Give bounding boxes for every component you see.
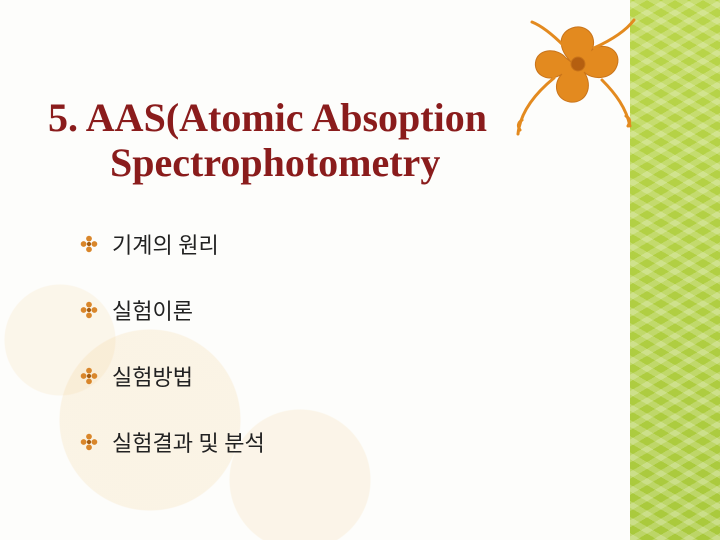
bullet-text: 기계의 원리 <box>112 228 219 260</box>
title-line-1: 5. AAS(Atomic Absoption <box>48 96 608 141</box>
bullet-item: 실험방법 <box>80 360 265 392</box>
flower-bullet-icon <box>80 301 98 319</box>
flower-bullet-icon <box>80 367 98 385</box>
slide-title: 5. AAS(Atomic Absoption Spectrophotometr… <box>48 96 608 186</box>
flower-bullet-icon <box>80 235 98 253</box>
bullet-text: 실험결과 및 분석 <box>112 426 265 458</box>
bullet-item: 실험이론 <box>80 294 265 326</box>
bullet-list: 기계의 원리 실험이론 실험방법 <box>80 228 265 492</box>
title-line-2: Spectrophotometry <box>48 141 608 186</box>
flower-bullet-icon <box>80 433 98 451</box>
bullet-item: 실험결과 및 분석 <box>80 426 265 458</box>
side-pattern-band <box>630 0 720 540</box>
bullet-item: 기계의 원리 <box>80 228 265 260</box>
slide: 5. AAS(Atomic Absoption Spectrophotometr… <box>0 0 720 540</box>
bullet-text: 실험이론 <box>112 294 193 326</box>
bullet-text: 실험방법 <box>112 360 193 392</box>
